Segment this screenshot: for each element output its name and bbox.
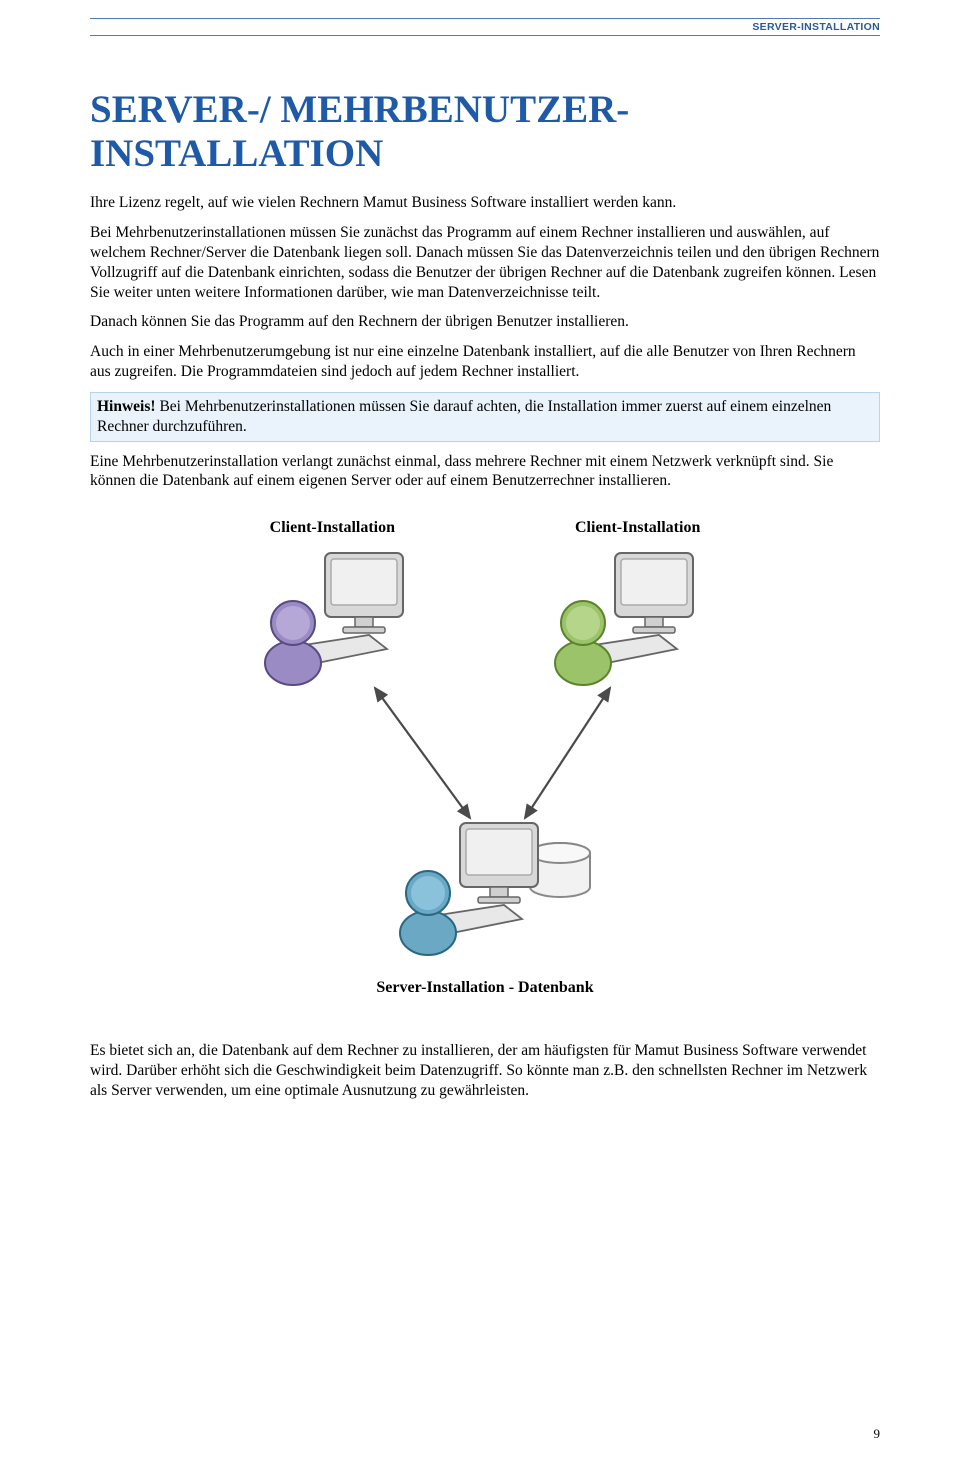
network-diagram-svg xyxy=(205,543,765,973)
client-labels-row: Client-Installation Client-Installation xyxy=(90,519,880,537)
client-label-2: Client-Installation xyxy=(575,519,700,537)
hint-body: Bei Mehrbenutzerinstallationen müssen Si… xyxy=(97,398,831,435)
paragraph-3: Danach können Sie das Programm auf den R… xyxy=(90,312,880,332)
page-header-bar: SERVER-INSTALLATION xyxy=(90,18,880,36)
server-icon xyxy=(400,823,590,955)
network-diagram: Client-Installation Client-Installation xyxy=(90,519,880,997)
paragraph-6: Es bietet sich an, die Datenbank auf dem… xyxy=(90,1041,880,1100)
page-number: 9 xyxy=(874,1426,881,1442)
client-label-1: Client-Installation xyxy=(270,519,395,537)
page-title: SERVER-/ MEHRBENUTZER-INSTALLATION xyxy=(90,88,880,175)
paragraph-2: Bei Mehrbenutzerinstallationen müssen Si… xyxy=(90,223,880,302)
arrow-client1-server xyxy=(375,688,470,818)
paragraph-5: Eine Mehrbenutzerinstallation verlangt z… xyxy=(90,452,880,492)
client-1-icon xyxy=(265,553,403,685)
paragraph-4: Auch in einer Mehrbenutzerumgebung ist n… xyxy=(90,342,880,382)
server-label: Server-Installation - Datenbank xyxy=(90,979,880,997)
header-section-label: SERVER-INSTALLATION xyxy=(90,21,880,33)
paragraph-1: Ihre Lizenz regelt, auf wie vielen Rechn… xyxy=(90,193,880,213)
client-2-icon xyxy=(555,553,693,685)
hint-box: Hinweis! Bei Mehrbenutzerinstallationen … xyxy=(90,392,880,442)
arrow-client2-server xyxy=(525,688,610,818)
hint-lead: Hinweis! xyxy=(97,398,156,415)
